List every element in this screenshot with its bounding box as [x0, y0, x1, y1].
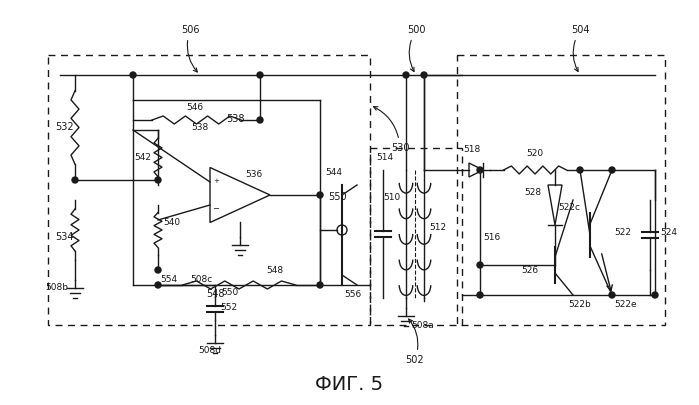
Circle shape — [421, 72, 427, 78]
Text: 508a: 508a — [411, 321, 434, 330]
Text: 518: 518 — [463, 145, 481, 154]
Circle shape — [609, 167, 615, 173]
Text: 512: 512 — [429, 223, 446, 232]
Text: 544: 544 — [325, 168, 342, 177]
Text: 528: 528 — [524, 188, 542, 197]
Circle shape — [317, 192, 323, 198]
Circle shape — [155, 282, 161, 288]
Text: 542: 542 — [134, 153, 152, 162]
Circle shape — [477, 292, 483, 298]
Text: 522: 522 — [614, 228, 631, 237]
Text: 526: 526 — [521, 266, 538, 275]
Text: 548: 548 — [206, 289, 224, 299]
Text: 534: 534 — [55, 232, 73, 242]
Text: 502: 502 — [405, 319, 424, 365]
Bar — [48, 55, 370, 325]
Text: 550: 550 — [222, 288, 238, 297]
Circle shape — [155, 177, 161, 183]
Text: 536: 536 — [245, 170, 262, 179]
Circle shape — [577, 167, 583, 173]
Text: 556: 556 — [344, 290, 361, 299]
Text: 554: 554 — [160, 275, 177, 284]
Text: 504: 504 — [571, 25, 589, 72]
Circle shape — [155, 267, 161, 273]
Bar — [457, 55, 665, 325]
Circle shape — [317, 282, 323, 288]
Text: 500: 500 — [407, 25, 425, 72]
Text: 530: 530 — [374, 107, 409, 153]
Text: 546: 546 — [187, 103, 203, 112]
Circle shape — [257, 117, 263, 123]
Circle shape — [652, 292, 658, 298]
Text: 538: 538 — [226, 114, 245, 124]
Text: 508c: 508c — [190, 275, 212, 284]
Circle shape — [403, 72, 409, 78]
Text: 522b: 522b — [568, 300, 591, 309]
Text: +: + — [213, 178, 219, 184]
Text: ФИГ. 5: ФИГ. 5 — [315, 375, 384, 394]
Text: 508d: 508d — [199, 346, 222, 355]
Text: 552: 552 — [220, 303, 237, 312]
Text: 520: 520 — [526, 149, 544, 158]
Text: 532: 532 — [55, 122, 73, 132]
Text: 522c: 522c — [558, 203, 580, 212]
Text: 538: 538 — [192, 123, 208, 132]
Circle shape — [130, 72, 136, 78]
Text: −: − — [212, 204, 219, 213]
Text: 524: 524 — [660, 228, 677, 237]
Text: 522e: 522e — [614, 300, 637, 309]
Text: 548: 548 — [266, 266, 284, 275]
Text: 508b: 508b — [45, 283, 69, 292]
Circle shape — [477, 262, 483, 268]
Text: 550: 550 — [328, 192, 347, 202]
Text: 506: 506 — [181, 25, 199, 72]
Circle shape — [477, 167, 483, 173]
Circle shape — [257, 72, 263, 78]
Bar — [370, 148, 462, 325]
Text: 510: 510 — [384, 193, 401, 202]
Circle shape — [609, 292, 615, 298]
Text: 540: 540 — [163, 218, 180, 227]
Text: 516: 516 — [483, 233, 500, 242]
Text: 514: 514 — [376, 153, 393, 162]
Circle shape — [72, 177, 78, 183]
